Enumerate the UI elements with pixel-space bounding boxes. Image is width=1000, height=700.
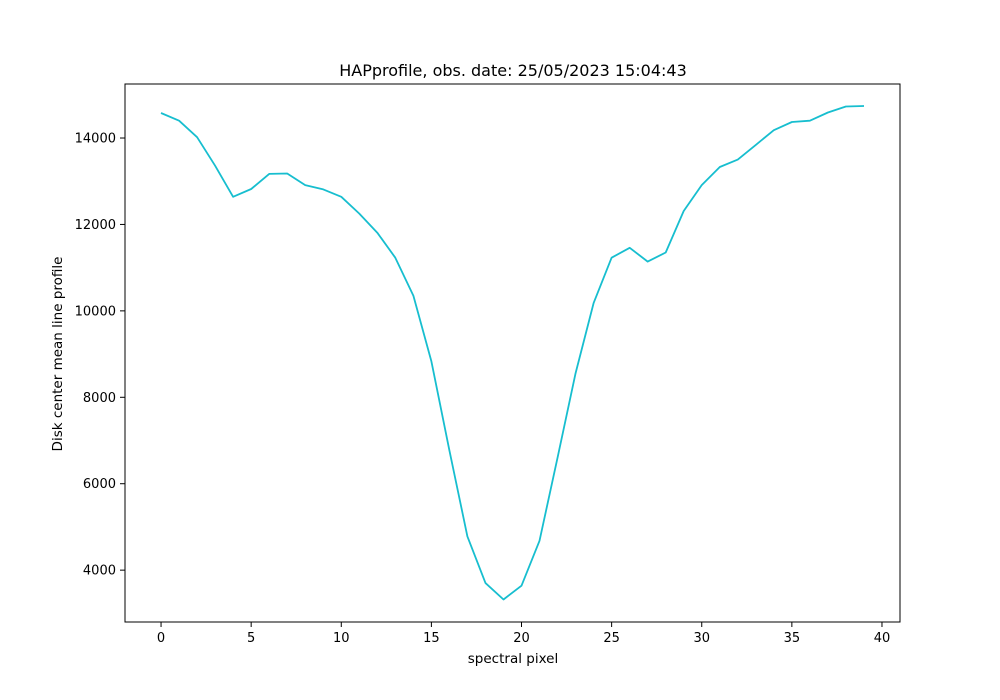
y-tick-label: 14000 (75, 132, 116, 147)
y-tick-label: 12000 (75, 218, 116, 233)
x-tick-label: 20 (513, 631, 530, 646)
y-tick-label: 6000 (83, 477, 116, 492)
x-tick-label: 5 (247, 631, 255, 646)
x-tick-label: 15 (423, 631, 440, 646)
chart-title: HAPprofile, obs. date: 25/05/2023 15:04:… (339, 61, 687, 80)
y-tick-label: 4000 (83, 564, 116, 579)
x-tick-label: 40 (874, 631, 891, 646)
y-tick-label: 10000 (75, 304, 116, 319)
x-axis-label: spectral pixel (468, 651, 558, 667)
y-axis: 4000 6000 8000 10000 12000 14000 (75, 132, 125, 579)
x-tick-label: 35 (784, 631, 801, 646)
x-axis: 0 5 10 15 20 25 30 35 40 (157, 622, 890, 646)
y-tick-label: 8000 (83, 391, 116, 406)
series-layer (160, 105, 865, 601)
series-line (160, 105, 865, 601)
x-tick-label: 30 (693, 631, 710, 646)
x-tick-label: 25 (603, 631, 620, 646)
x-tick-label: 10 (333, 631, 350, 646)
y-axis-label: Disk center mean line profile (50, 257, 66, 452)
plot-frame (124, 83, 901, 623)
x-tick-label: 0 (157, 631, 165, 646)
plot-area (124, 83, 901, 623)
